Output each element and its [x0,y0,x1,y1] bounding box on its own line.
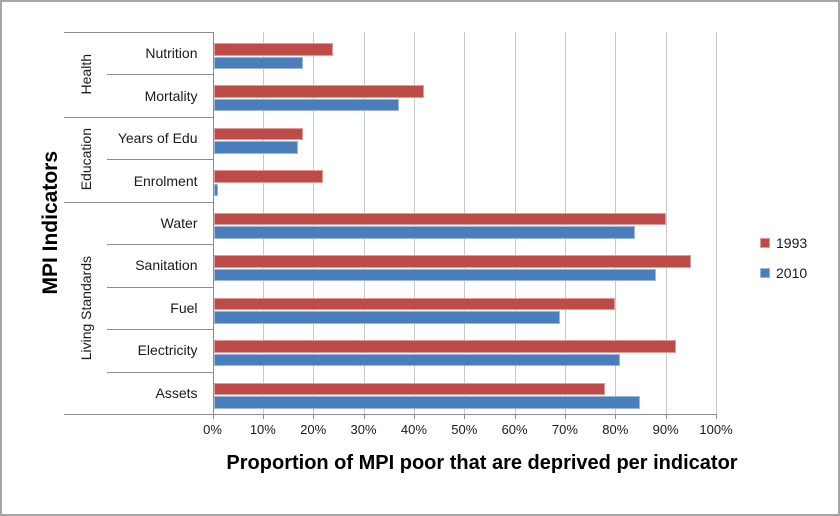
x-axis-tick-label: 30% [350,422,377,437]
bar-2010-mortality [213,98,399,112]
bar-2010-fuel [213,311,560,324]
x-axis-tick-label: 20% [300,422,327,437]
gridline [665,32,667,414]
group-label-living-standards: Living Standards [64,202,107,414]
x-axis-tick-label: 50% [451,422,478,437]
y-axis-title: MPI Indicators [39,151,62,295]
bar-1993-assets [213,382,606,396]
x-axis-tick-label: 10% [249,422,276,437]
group-label-text: Education [77,128,94,191]
bar-1993-nutrition [213,43,334,56]
x-axis-tick-mark [363,414,365,419]
bar-2010-electricity [213,353,621,367]
category-label-nutrition: Nutrition [145,45,198,62]
x-axis-tick-mark [212,414,214,419]
category-separator-line [107,286,213,288]
bar-1993-mortality [213,85,424,98]
group-label-education: Education [64,117,107,202]
group-separator-line [64,201,213,203]
bar-1993-sanitation [213,255,691,268]
bar-2010-assets [213,396,641,409]
legend-item-1993: 1993 [760,235,807,251]
bar-1993-years-of-edu [213,127,304,141]
category-label-assets: Assets [155,384,198,401]
bar-1993-fuel [213,297,616,311]
x-axis-tick-label: 70% [551,422,578,437]
bar-1993-water [213,212,666,226]
category-separator-line [107,371,213,373]
category-separator-line [107,329,213,331]
group-separator-line [64,116,213,118]
bar-1993-enrolment [213,170,324,183]
legend-color-swatch-2010 [760,268,770,278]
bar-2010-years-of-edu [213,141,299,154]
category-label-years-of-edu: Years of Edu [117,130,198,147]
x-axis-tick-label: 80% [602,422,629,437]
group-label-health: Health [64,32,107,117]
category-label-mortality: Mortality [144,87,198,104]
category-label-fuel: Fuel [170,299,198,316]
x-axis-tick-mark [464,414,466,419]
x-axis-tick-mark [262,414,264,419]
bar-2010-water [213,226,636,239]
x-axis-tick-mark [413,414,415,419]
x-axis-tick-mark [716,414,717,419]
x-axis-tick-label: 90% [652,422,679,437]
group-separator-line [64,414,213,415]
category-separator-line [107,244,213,246]
x-axis-tick-mark [564,414,566,419]
x-axis-tick-label: 40% [400,422,427,437]
group-label-text: Living Standards [77,255,94,361]
legend-label-1993: 1993 [776,235,808,251]
x-axis-tick-label: 60% [501,422,528,437]
bar-1993-electricity [213,340,676,353]
bar-2010-enrolment [213,183,218,197]
category-separator-line [107,159,213,161]
legend-label-2010: 2010 [776,265,808,281]
category-label-electricity: Electricity [137,342,198,359]
x-axis-tick-mark [665,414,667,419]
category-label-water: Water [160,214,198,231]
y-axis-line [212,32,214,414]
category-label-enrolment: Enrolment [133,172,198,189]
group-separator-line [64,32,213,33]
group-label-text: Health [77,54,94,95]
bar-2010-nutrition [213,56,304,69]
x-axis-tick-mark [615,414,617,419]
gridline [716,32,717,414]
x-axis-tick-mark [514,414,516,419]
bar-2010-sanitation [213,268,656,282]
x-axis-tick-mark [313,414,315,419]
legend: 1993 2010 [760,235,807,295]
legend-item-2010: 2010 [760,265,807,281]
x-axis-tick-label: 100% [699,422,733,437]
x-axis-tick-label: 0% [203,422,222,437]
legend-color-swatch-1993 [760,238,770,248]
x-axis-title: Proportion of MPI poor that are deprived… [226,452,738,474]
category-label-sanitation: Sanitation [135,257,198,274]
category-separator-line [107,74,213,76]
